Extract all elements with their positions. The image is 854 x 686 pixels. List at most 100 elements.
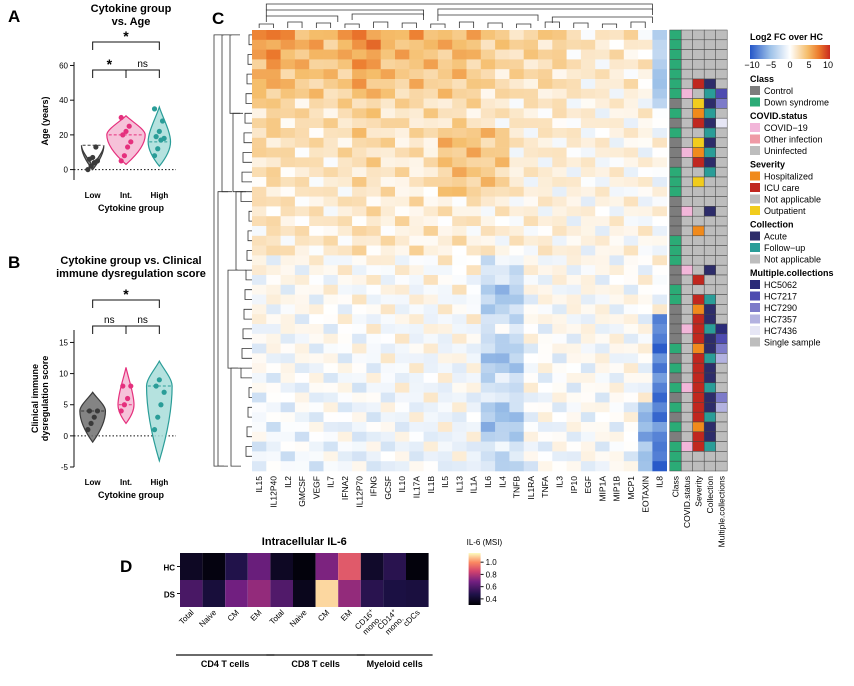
y-tick-label: 40 [59, 96, 68, 105]
heatmap-cell [523, 284, 539, 295]
heatmap-cell [323, 196, 339, 207]
heatmap-cell [566, 147, 582, 158]
heatmap-cell [180, 580, 203, 607]
heatmap-cell [252, 235, 267, 246]
heatmap-cell [638, 265, 653, 276]
heatmap-cell [495, 431, 510, 442]
heatmap-cell [280, 382, 296, 393]
annotation-cell [669, 186, 682, 197]
heatmap-cell [380, 226, 396, 237]
heatmap-cell [280, 363, 296, 374]
heatmap-cell [538, 255, 553, 266]
heatmap-cell [423, 422, 439, 433]
heatmap-cell [638, 422, 653, 433]
heatmap-cell [609, 118, 625, 129]
heatmap-cell [352, 373, 367, 384]
heatmap-cell [523, 226, 539, 237]
heatmap-cell [638, 196, 653, 207]
heatmap-cell [538, 363, 553, 374]
heatmap-cell [252, 157, 267, 168]
heatmap-cell [266, 49, 281, 60]
heatmap-cell [337, 196, 353, 207]
heatmap-cell [552, 422, 567, 433]
heatmap-cell [609, 30, 625, 41]
heatmap-cell [252, 343, 267, 354]
heatmap-cell [437, 137, 453, 148]
heatmap-cell [595, 226, 610, 237]
heatmap-cell [523, 275, 539, 286]
legend-item-label: HC7290 [764, 303, 797, 313]
heatmap-cell [423, 69, 439, 80]
heatmap-cell [466, 314, 482, 325]
heatmap-cell [552, 255, 567, 266]
annotation-cell [692, 196, 705, 207]
annotation-cell [715, 294, 728, 305]
heatmap-row-label: HC [163, 564, 175, 573]
heatmap-cell [523, 255, 539, 266]
heatmap-cell [309, 422, 324, 433]
heatmap-column-label: Naive [288, 608, 309, 629]
annotation-cell [692, 451, 705, 462]
heatmap-cell [280, 147, 296, 158]
heatmap-cell [352, 147, 367, 158]
heatmap-cell [495, 88, 510, 99]
legend-swatch [750, 303, 760, 312]
heatmap-cell [638, 49, 653, 60]
heatmap-cell [452, 59, 467, 70]
heatmap-cell [280, 167, 296, 178]
heatmap-cell [352, 422, 367, 433]
heatmap-cell [652, 422, 667, 433]
heatmap-cell [337, 392, 353, 403]
heatmap-cell [294, 235, 310, 246]
annotation-cell [703, 362, 716, 374]
heatmap-cell [523, 294, 539, 305]
heatmap-cells [252, 30, 667, 472]
heatmap-cell [566, 177, 582, 188]
annotation-cell [680, 176, 693, 188]
heatmap-cell [352, 382, 367, 393]
heatmap-cell [266, 226, 281, 237]
heatmap-cell [652, 186, 667, 197]
heatmap-cell [652, 39, 667, 50]
legend-item-label: HC7217 [764, 292, 797, 302]
heatmap-cell [638, 294, 653, 305]
heatmap-column-label: Total [268, 608, 286, 626]
heatmap-cell [580, 363, 596, 374]
annotation-cell [692, 176, 705, 188]
heatmap-cell [309, 108, 324, 119]
annotation-cell [703, 215, 716, 227]
heatmap-cell [280, 108, 296, 119]
heatmap-cell [480, 245, 496, 256]
significance-bracket [92, 325, 127, 334]
heatmap-cell [580, 422, 596, 433]
heatmap-column-label: CM [316, 608, 331, 623]
annotation-cell [692, 245, 705, 256]
heatmap-cell [509, 304, 524, 315]
heatmap-cell [409, 206, 424, 217]
heatmap-cell [595, 245, 610, 256]
heatmap-cell [480, 177, 496, 188]
heatmap-cell [480, 324, 496, 335]
heatmap-cell [609, 177, 625, 188]
heatmap-cell [595, 402, 610, 413]
heatmap-cell [337, 137, 353, 148]
heatmap-cell [509, 412, 524, 423]
annotation-cell [680, 255, 693, 266]
annotation-cell [669, 343, 682, 354]
heatmap-cell [552, 314, 567, 325]
heatmap-cell [509, 30, 524, 41]
heatmap-cell [280, 461, 296, 472]
heatmap-cell [437, 226, 453, 237]
dendrogram-branch [246, 73, 252, 85]
heatmap-cell [337, 353, 353, 364]
heatmap-cell [509, 353, 524, 364]
heatmap-cell [323, 353, 339, 364]
row-dendrogram [213, 34, 252, 467]
heatmap-cell [366, 402, 381, 413]
violin-high [147, 105, 172, 168]
annotation-cell [703, 313, 716, 325]
panel-label-b: B [8, 253, 20, 272]
annotation-cell [680, 68, 693, 80]
heatmap-cell [566, 226, 582, 237]
heatmap-cell [337, 30, 353, 41]
